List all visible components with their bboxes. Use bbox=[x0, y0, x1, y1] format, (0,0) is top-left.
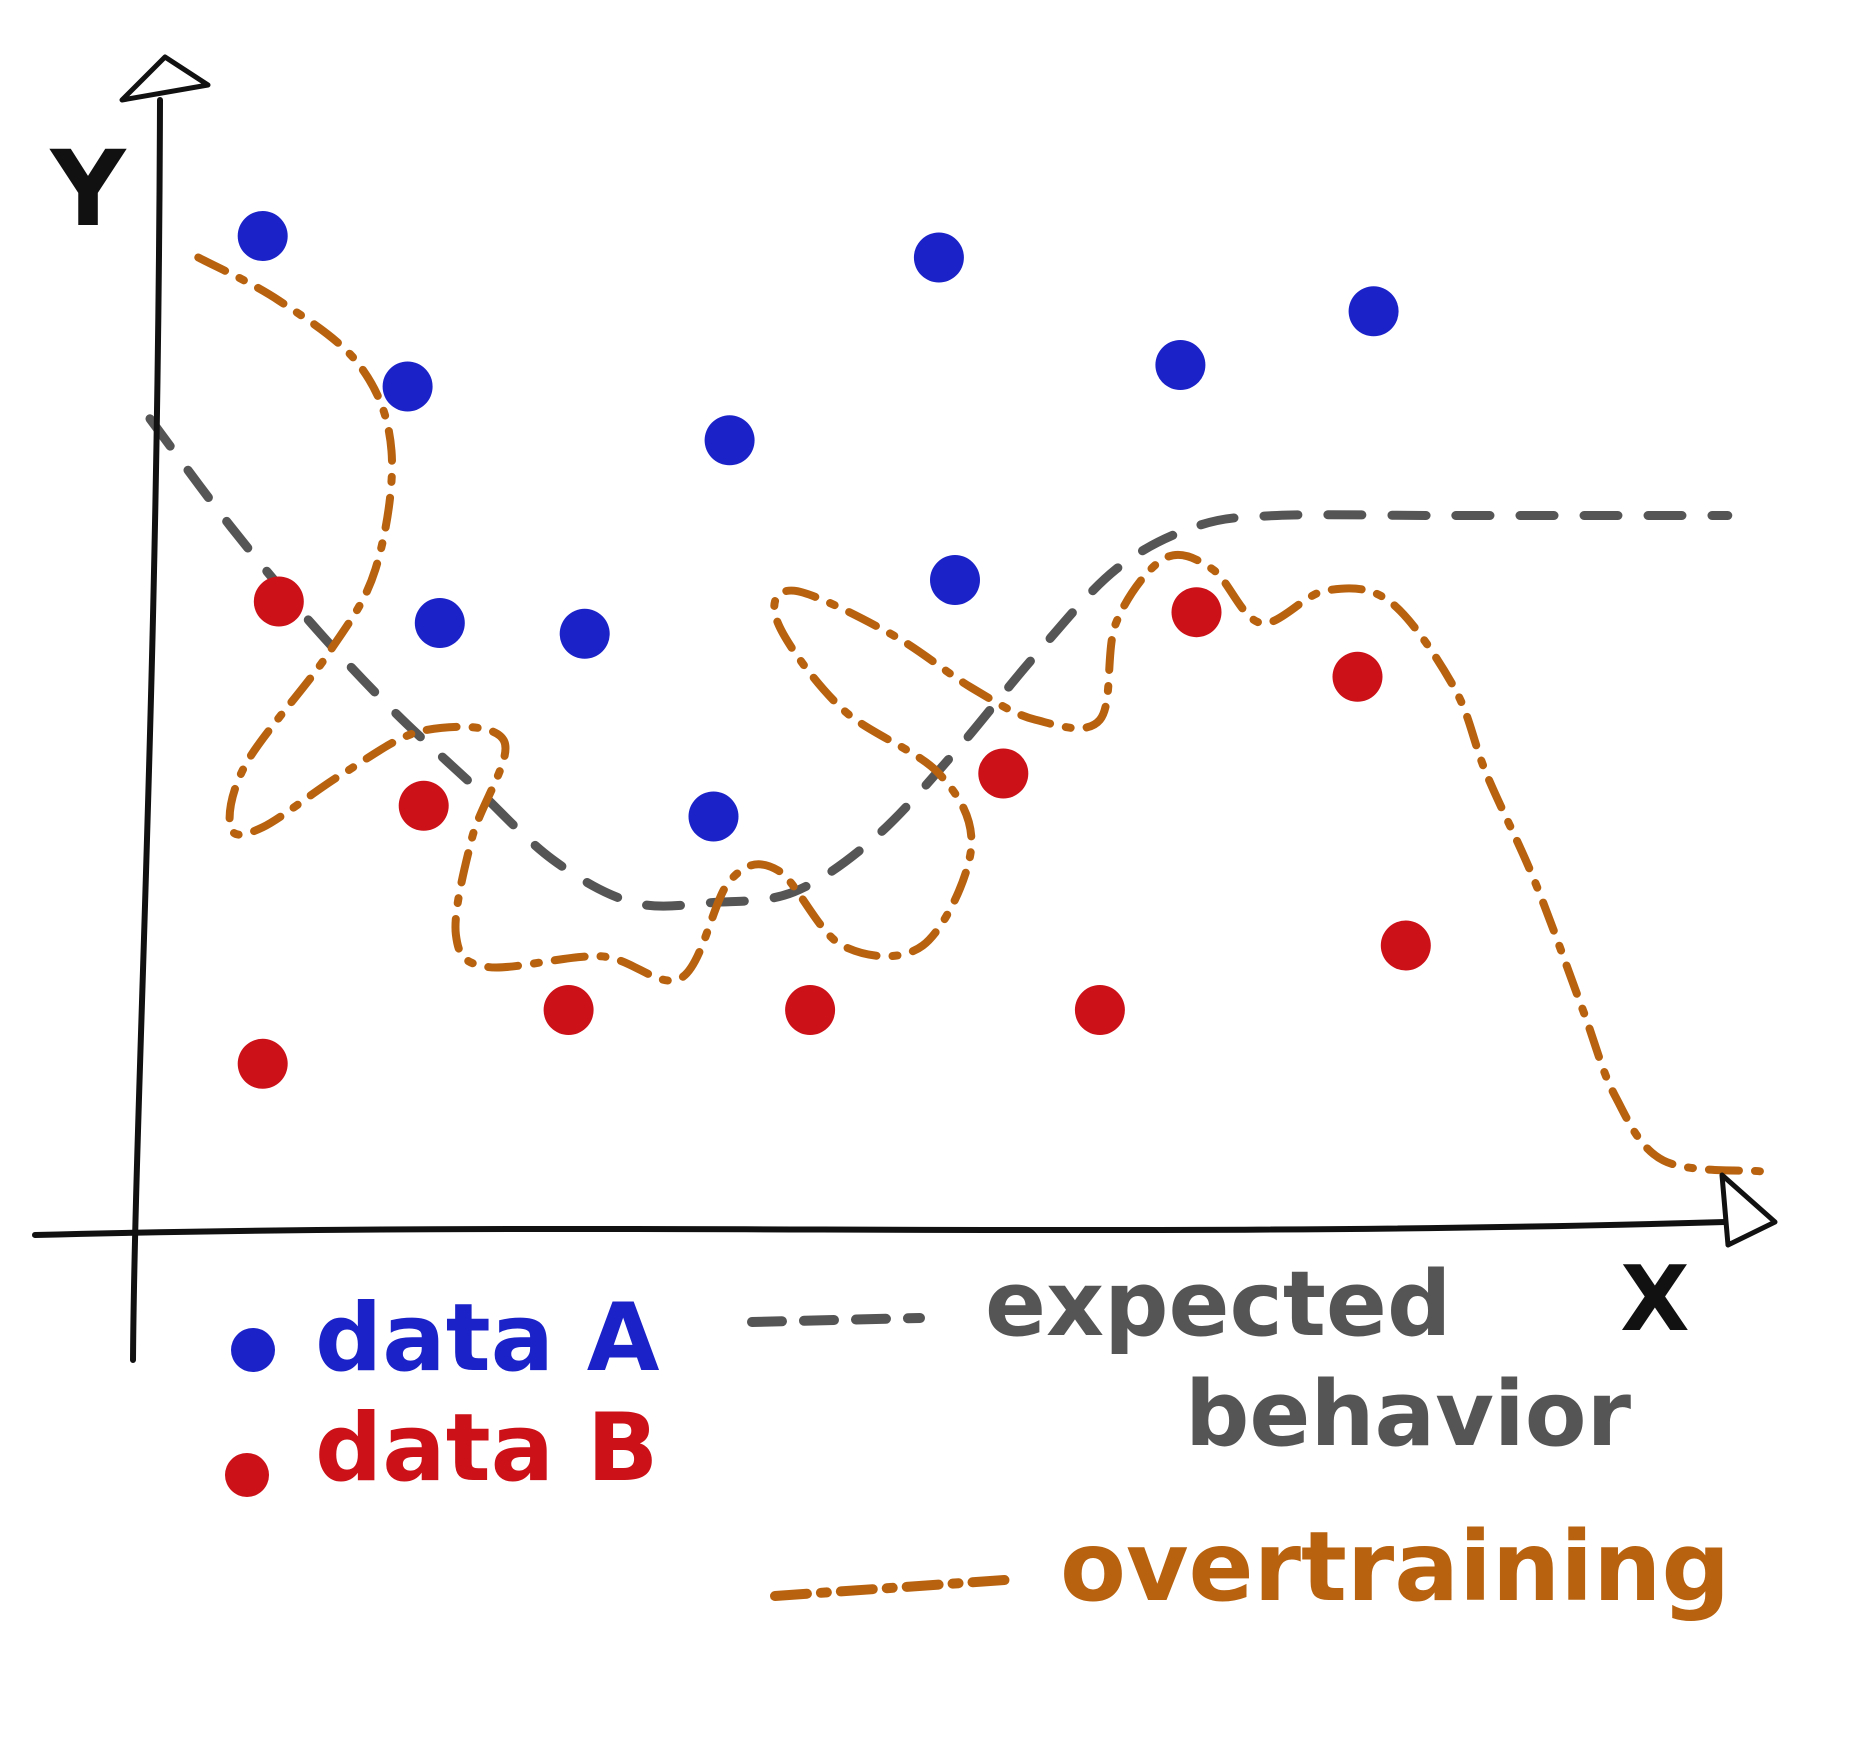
legend-data-b-dot bbox=[225, 1453, 269, 1497]
overtraining-line bbox=[194, 253, 1764, 1176]
data-a-point-6 bbox=[688, 791, 739, 842]
point-layer bbox=[237, 211, 1431, 1089]
data-b-point-1 bbox=[253, 576, 304, 627]
data-a-point-7 bbox=[913, 232, 964, 283]
y-axis-label: Y bbox=[48, 128, 127, 250]
legend-data-a-label: data A bbox=[315, 1284, 660, 1393]
legend-overtraining-label: overtraining bbox=[1060, 1511, 1730, 1623]
x-axis-line bbox=[32, 1219, 1728, 1238]
data-a-point-3 bbox=[414, 598, 465, 648]
legend-expected-label-line1: expected bbox=[985, 1252, 1451, 1357]
expected-behavior-line bbox=[145, 414, 1733, 911]
data-b-point-10 bbox=[237, 1038, 288, 1089]
x-axis-arrowhead bbox=[1719, 1172, 1778, 1248]
legend-data-a-dot bbox=[231, 1328, 275, 1372]
data-a-point-8 bbox=[930, 555, 980, 605]
data-a-point-5 bbox=[704, 415, 755, 466]
y-axis-line bbox=[130, 97, 163, 1363]
data-b-point-9 bbox=[1380, 920, 1431, 971]
legend-expected-label-line2: behavior bbox=[1185, 1362, 1632, 1467]
legend-expected-line bbox=[747, 1313, 925, 1327]
data-b-point-8 bbox=[1332, 651, 1383, 702]
curve-layer bbox=[145, 253, 1764, 1176]
data-b-point-5 bbox=[978, 748, 1029, 799]
legend-overtraining-line bbox=[770, 1575, 1010, 1601]
data-b-point-6 bbox=[1074, 985, 1125, 1035]
legend-expected-label: expected behavior bbox=[985, 1252, 1632, 1467]
legend-data-b-label: data B bbox=[315, 1394, 658, 1503]
data-a-point-1 bbox=[237, 211, 288, 261]
data-b-point-3 bbox=[543, 985, 594, 1035]
data-a-point-2 bbox=[382, 361, 433, 412]
data-a-point-4 bbox=[559, 608, 610, 659]
y-axis-arrowhead bbox=[119, 54, 211, 103]
x-axis-label: X bbox=[1620, 1247, 1689, 1352]
legend: data A data B expected behavior overtrai… bbox=[225, 1252, 1730, 1623]
data-b-point-7 bbox=[1171, 587, 1222, 638]
axes: Y X bbox=[32, 54, 1778, 1363]
data-a-point-10 bbox=[1348, 286, 1399, 337]
data-b-point-2 bbox=[398, 780, 449, 831]
data-b-point-4 bbox=[785, 985, 836, 1035]
data-a-point-9 bbox=[1155, 340, 1206, 390]
